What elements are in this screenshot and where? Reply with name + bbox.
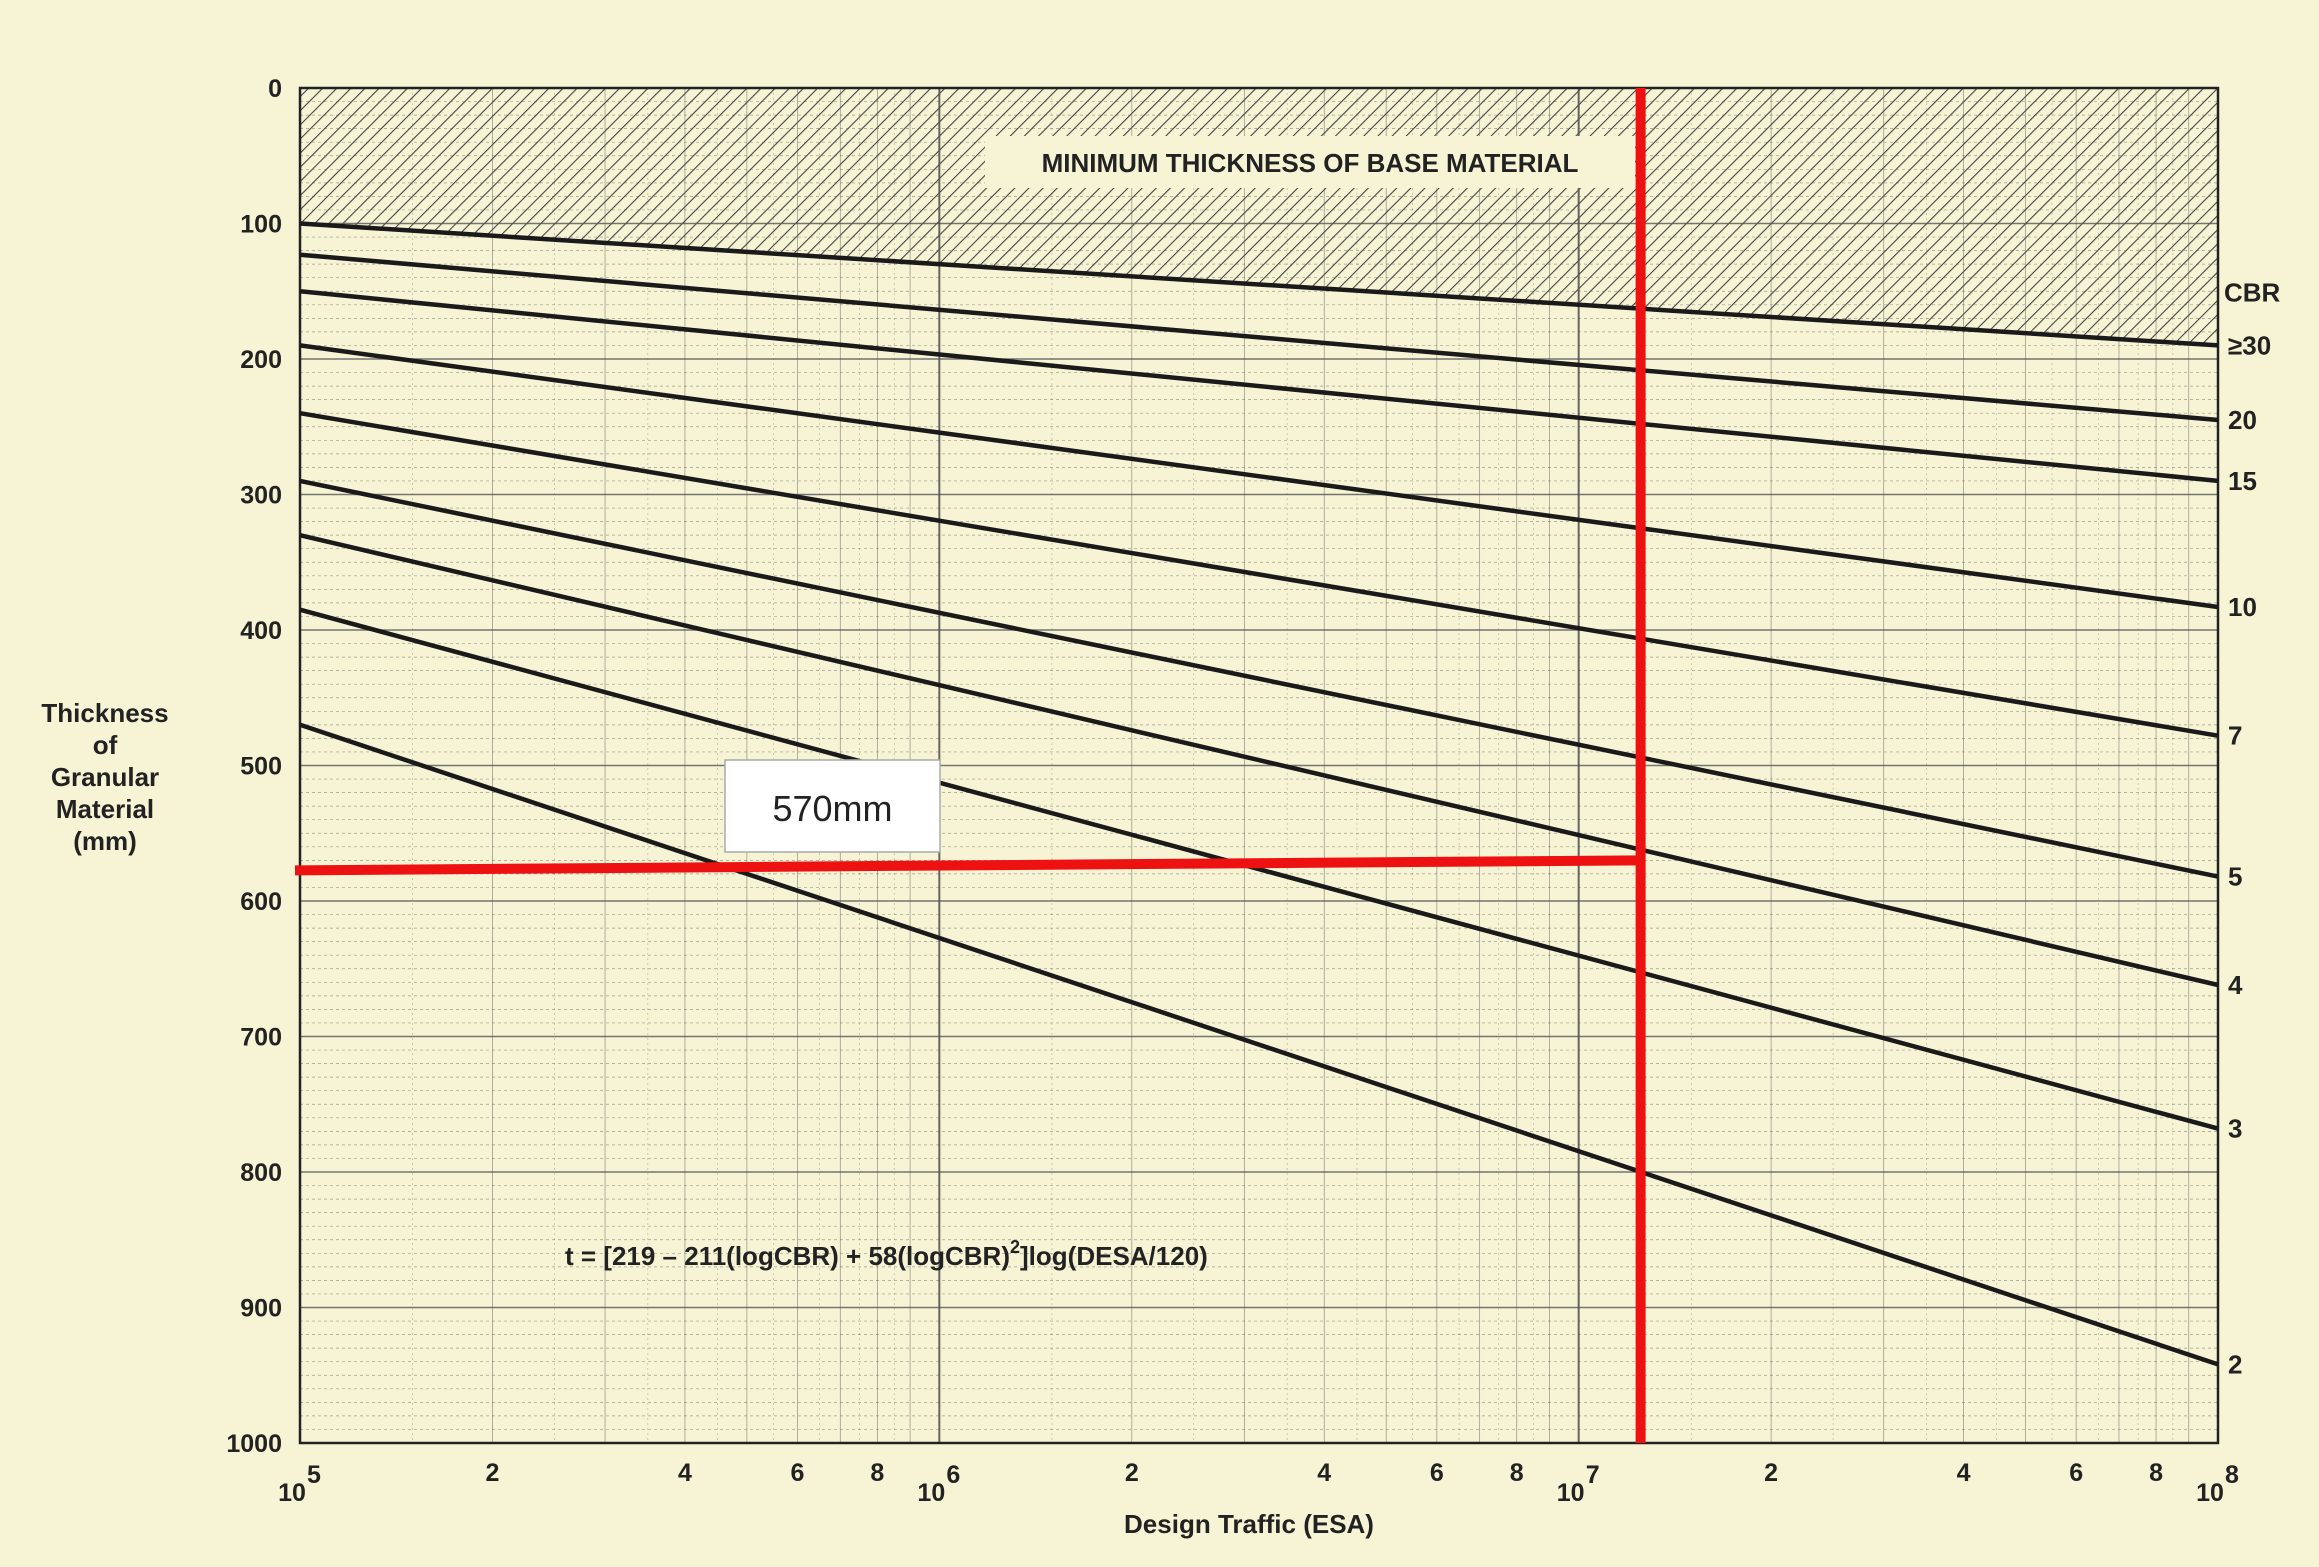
x-minor-tick-label: 2	[1764, 1459, 1778, 1487]
highlight-label-box	[724, 759, 941, 853]
x-minor-tick-label: 4	[678, 1459, 692, 1487]
y-axis-title-line: Granular	[51, 762, 159, 792]
cbr-label: 7	[2228, 721, 2242, 751]
cbr-curve-4	[299, 343, 2219, 610]
x-minor-tick-label: 4	[1317, 1459, 1331, 1487]
cbr-curve-6	[299, 478, 2219, 879]
cbr-label: ≥30	[2228, 330, 2271, 360]
x-minor-tick-label: 6	[1430, 1459, 1444, 1487]
highlight-horizontal-line	[294, 855, 1641, 876]
y-axis-title-line: Material	[56, 794, 154, 824]
cbr-label: 2	[2228, 1349, 2242, 1379]
plot-frame	[298, 86, 2220, 1445]
y-tick-label: 700	[240, 1024, 282, 1052]
formula-tail: ]log(DESA/120)	[1020, 1241, 1208, 1271]
x-tick-base: 10	[278, 1479, 306, 1507]
cbr-curve-1	[299, 221, 2219, 348]
x-major-tick-label: 107	[1557, 1461, 1600, 1507]
y-tick-label: 100	[240, 211, 282, 239]
y-axis-title-line: Thickness	[41, 698, 168, 728]
y-tick-label: 1000	[226, 1430, 282, 1458]
y-tick-label: 0	[268, 75, 282, 103]
cbr-curve-5	[299, 410, 2219, 738]
x-tick-exponent: 5	[307, 1461, 321, 1489]
cbr-curve-3	[299, 289, 2219, 484]
cbr-curve-9	[299, 722, 2219, 1367]
formula-superscript: 2	[1010, 1237, 1020, 1257]
x-major-tick-label: 105	[278, 1461, 321, 1507]
y-tick-label: 400	[240, 617, 282, 645]
y-tick-label: 600	[240, 888, 282, 916]
x-minor-tick-label: 4	[1957, 1459, 1971, 1487]
cbr-label: 15	[2228, 466, 2257, 496]
y-axis-title-line: (mm)	[73, 826, 137, 856]
cbr-label: 5	[2228, 862, 2242, 892]
x-minor-tick-label: 6	[2069, 1459, 2083, 1487]
formula-main: t = [219 – 211(logCBR) + 58(logCBR)	[565, 1241, 1010, 1271]
cbr-curve-8	[299, 607, 2219, 1131]
x-minor-tick-label: 2	[486, 1459, 500, 1487]
cbr-curve-2	[299, 252, 2219, 423]
x-minor-tick-label: 8	[2149, 1459, 2163, 1487]
x-minor-tick-label: 8	[870, 1459, 884, 1487]
x-tick-exponent: 8	[2225, 1461, 2239, 1489]
x-tick-exponent: 7	[1586, 1461, 1600, 1489]
x-tick-exponent: 6	[946, 1461, 960, 1489]
x-major-tick-label: 108	[2196, 1461, 2239, 1507]
x-axis-title: Design Traffic (ESA)	[1124, 1509, 1374, 1539]
cbr-curve-7	[299, 533, 2219, 988]
cbr-label: 3	[2228, 1114, 2242, 1144]
minimum-thickness-region	[300, 88, 2218, 346]
x-major-tick-label: 106	[917, 1461, 960, 1507]
x-minor-tick-label: 2	[1125, 1459, 1139, 1487]
y-axis-title-line: of	[93, 730, 118, 760]
x-tick-base: 10	[2196, 1479, 2224, 1507]
x-minor-tick-label: 6	[791, 1459, 805, 1487]
x-tick-base: 10	[1557, 1479, 1585, 1507]
y-tick-label: 500	[240, 753, 282, 781]
x-tick-base: 10	[917, 1479, 945, 1507]
cbr-label: 4	[2228, 970, 2243, 1000]
formula: t = [219 – 211(logCBR) + 58(logCBR)2]log…	[565, 1237, 1208, 1271]
cbr-label: 20	[2228, 405, 2257, 435]
cbr-label: 10	[2228, 592, 2257, 622]
region-label-box	[985, 136, 1635, 188]
y-tick-label: 300	[240, 482, 282, 510]
region-label: MINIMUM THICKNESS OF BASE MATERIAL	[1042, 148, 1579, 178]
highlight-label: 570mm	[772, 788, 892, 829]
x-minor-tick-label: 8	[1510, 1459, 1524, 1487]
legend-title: CBR	[2224, 277, 2281, 307]
y-tick-label: 900	[240, 1295, 282, 1323]
y-tick-label: 800	[240, 1159, 282, 1187]
y-tick-label: 200	[240, 346, 282, 374]
